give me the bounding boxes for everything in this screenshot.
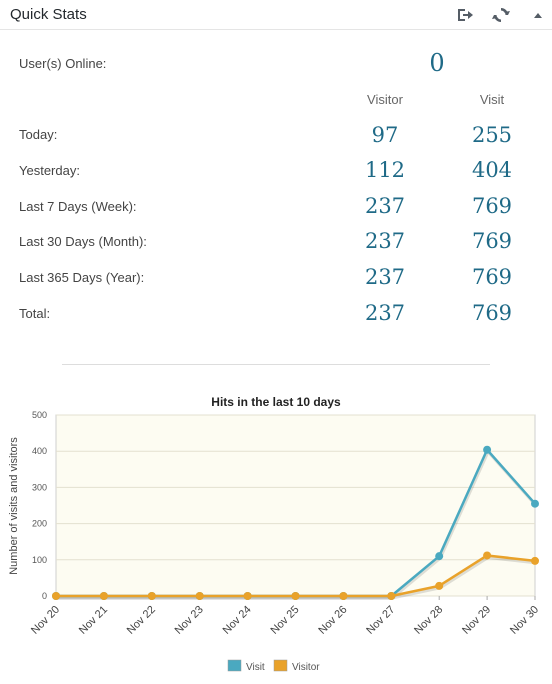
x-tick-label: Nov 20: [29, 604, 62, 637]
row-today-visitor: 97: [371, 123, 399, 147]
y-tick-label: 100: [32, 555, 47, 565]
y-tick-label: 300: [32, 482, 47, 492]
column-header-visitor: Visitor: [367, 92, 403, 107]
data-point-visitor[interactable]: [483, 551, 492, 560]
y-tick-label: 500: [32, 410, 47, 420]
data-point-visitor[interactable]: [339, 592, 348, 600]
x-tick-label: Nov 28: [412, 604, 445, 637]
users-online-label: User(s) Online:: [19, 56, 107, 71]
row-total-visit: 769: [471, 301, 513, 325]
collapse-arrow-icon[interactable]: [528, 5, 548, 25]
data-point-visitor[interactable]: [243, 592, 252, 600]
row-today-label: Today:: [19, 127, 58, 142]
row-week-label: Last 7 Days (Week):: [19, 199, 137, 214]
row-week-visit: 769: [471, 194, 513, 218]
row-total-visitor: 237: [364, 301, 406, 325]
row-month-label: Last 30 Days (Month):: [19, 234, 147, 249]
x-tick-label: Nov 21: [77, 604, 110, 637]
row-total-label: Total:: [19, 306, 51, 321]
data-point-visitor[interactable]: [291, 592, 300, 600]
row-yesterday-visitor: 112: [364, 158, 406, 182]
x-tick-label: Nov 23: [173, 604, 206, 637]
data-point-visitor[interactable]: [387, 592, 396, 600]
data-point-visit[interactable]: [483, 445, 492, 454]
y-tick-label: 0: [42, 591, 47, 601]
x-tick-label: Nov 29: [460, 604, 493, 637]
row-month-visit: 769: [471, 229, 513, 253]
hits-chart: 0 100 200 300 400 500 Nov 20 Nov 21 Nov 22 Nov 2…: [8, 410, 541, 673]
row-week-visitor: 237: [364, 194, 406, 218]
data-point-visit[interactable]: [435, 552, 444, 561]
refresh-icon[interactable]: [491, 5, 511, 25]
legend-label-visit[interactable]: Visit: [246, 662, 265, 673]
y-tick-label: 400: [32, 446, 47, 456]
row-month-visitor: 237: [364, 229, 406, 253]
row-today-visit: 255: [471, 123, 513, 147]
users-online-value: 0: [429, 49, 445, 77]
data-point-visitor[interactable]: [147, 592, 156, 600]
x-tick-label: Nov 27: [364, 604, 397, 637]
widget-title: Quick Stats: [10, 6, 87, 23]
data-point-visitor[interactable]: [52, 592, 60, 600]
x-tick-label: Nov 30: [508, 604, 541, 637]
x-tick-label: Nov 24: [221, 604, 254, 637]
data-point-visitor[interactable]: [435, 581, 444, 590]
chart-title: Hits in the last 10 days: [211, 395, 341, 409]
section-divider: [62, 364, 490, 365]
legend-swatch-visitor[interactable]: [273, 659, 288, 672]
row-year-visit: 769: [471, 265, 513, 289]
data-point-visitor[interactable]: [195, 592, 204, 600]
row-yesterday-visit: 404: [471, 158, 513, 182]
x-tick-label: Nov 25: [268, 604, 301, 637]
row-yesterday-label: Yesterday:: [19, 163, 80, 178]
export-icon[interactable]: [455, 5, 475, 25]
data-point-visitor[interactable]: [99, 592, 108, 600]
data-point-visitor[interactable]: [531, 556, 539, 565]
row-year-label: Last 365 Days (Year):: [19, 270, 145, 285]
data-point-visit[interactable]: [531, 499, 539, 508]
column-header-visit: Visit: [479, 92, 505, 107]
legend-swatch-visit[interactable]: [227, 659, 242, 672]
legend-label-visitor[interactable]: Visitor: [292, 662, 320, 673]
widget-header: Quick Stats: [0, 0, 552, 30]
y-axis-label: Number of visits and visitors: [8, 437, 20, 575]
x-tick-label: Nov 22: [125, 604, 158, 637]
row-year-visitor: 237: [364, 265, 406, 289]
y-tick-label: 200: [32, 519, 47, 529]
x-tick-label: Nov 26: [316, 604, 349, 637]
